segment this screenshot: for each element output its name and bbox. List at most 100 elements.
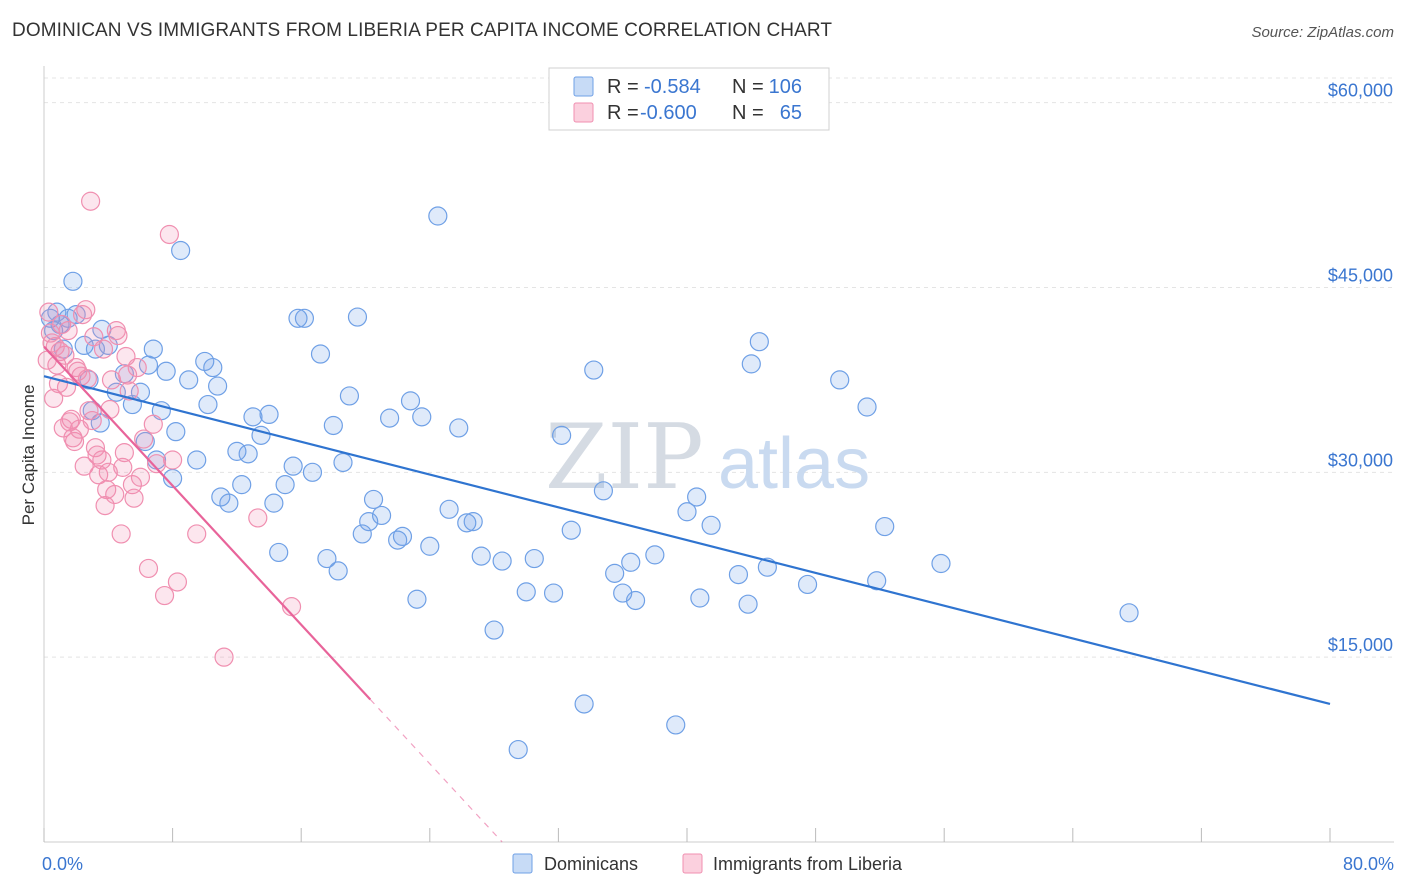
point-liberia (93, 339, 114, 359)
chart-source: Source: ZipAtlas.com (1251, 24, 1394, 41)
point-liberia (159, 224, 179, 245)
bottom-legend-swatch-dominicans (512, 853, 533, 874)
point-dominicans (484, 620, 504, 640)
point-liberia (95, 495, 115, 516)
point-liberia (130, 467, 151, 487)
point-dominicans (741, 354, 761, 374)
legend-top: R = -0.584 N = 106 R = -0.600 N = 65 (548, 67, 830, 131)
point-liberia (58, 321, 78, 341)
point-dominicans (232, 475, 252, 495)
legend-r-label-1: R = (607, 76, 639, 98)
point-dominicans (323, 415, 343, 436)
point-liberia (119, 381, 139, 401)
point-dominicans (574, 694, 594, 714)
point-dominicans (543, 583, 564, 603)
point-dominicans (294, 308, 315, 328)
trend-line-liberia (43, 345, 372, 701)
data-points (37, 191, 1139, 760)
point-liberia (87, 445, 107, 465)
trend-lines (43, 345, 1331, 843)
point-liberia (81, 191, 101, 211)
point-liberia (68, 361, 88, 381)
point-dominicans (412, 407, 432, 427)
bottom-legend-swatch-liberia (682, 853, 703, 874)
point-dominicans (243, 407, 263, 427)
point-dominicans (208, 376, 228, 396)
point-liberia (97, 479, 117, 500)
point-dominicans (492, 551, 512, 571)
point-dominicans (143, 339, 163, 359)
point-liberia (60, 412, 80, 432)
point-liberia (82, 410, 102, 431)
point-liberia (113, 457, 133, 477)
point-dominicans (283, 456, 303, 476)
point-dominicans (407, 589, 427, 609)
point-liberia (163, 450, 183, 470)
point-liberia (98, 462, 118, 482)
point-dominicans (625, 590, 646, 611)
point-liberia (214, 647, 234, 667)
point-dominicans (179, 370, 199, 390)
point-liberia (74, 456, 94, 476)
y-tick-labels: $15,000 $30,000 $45,000 $60,000 (1328, 81, 1393, 656)
legend-n-value-2: 65 (780, 102, 802, 124)
point-dominicans (524, 548, 544, 569)
point-dominicans (227, 441, 247, 461)
point-liberia (85, 438, 106, 458)
point-dominicans (690, 588, 710, 608)
point-liberia (187, 524, 207, 544)
point-dominicans (264, 493, 284, 513)
point-dominicans (463, 512, 483, 532)
point-liberia (106, 321, 126, 341)
point-dominicans (333, 452, 353, 473)
point-liberia (114, 443, 134, 463)
point-dominicans (317, 548, 337, 569)
point-dominicans (428, 206, 448, 226)
point-dominicans (561, 520, 581, 540)
point-liberia (248, 508, 268, 528)
point-dominicans (171, 240, 191, 261)
point-liberia (124, 488, 144, 508)
point-dominicans (339, 386, 360, 406)
point-liberia (101, 370, 122, 390)
point-dominicans (371, 505, 392, 526)
legend-n-label-1: N = (732, 76, 764, 98)
point-dominicans (593, 481, 614, 501)
point-dominicans (687, 487, 707, 507)
point-dominicans (471, 546, 491, 566)
point-liberia (143, 414, 163, 434)
point-dominicans (352, 524, 372, 544)
y-tick-label: $30,000 (1328, 450, 1393, 470)
legend-bottom: Dominicans Immigrants from Liberia (512, 853, 903, 874)
legend-swatch-dominicans (573, 76, 594, 97)
point-dominicans (269, 542, 289, 563)
legend-n-value-1: 106 (769, 76, 802, 98)
point-liberia (154, 585, 175, 606)
point-dominicans (138, 355, 159, 375)
y-tick-label: $15,000 (1328, 635, 1393, 655)
point-liberia (117, 365, 138, 385)
trend-line-dominicans (43, 375, 1331, 706)
point-dominicans (728, 564, 749, 585)
point-dominicans (857, 397, 877, 417)
y-axis-title: Per Capita Income (19, 385, 38, 526)
point-dominicans (867, 571, 887, 591)
point-dominicans (508, 739, 528, 760)
point-dominicans (203, 357, 223, 378)
point-dominicans (85, 339, 106, 359)
point-dominicans (63, 271, 83, 291)
legend-swatch-liberia (573, 102, 594, 123)
watermark-zip: ZIP (545, 405, 704, 510)
point-dominicans (166, 422, 186, 442)
point-dominicans (439, 499, 459, 519)
x-tick-label-min: 0.0% (42, 854, 83, 874)
x-tick-label-max: 80.0% (1343, 854, 1394, 874)
y-tick-label: $60,000 (1328, 81, 1393, 101)
point-liberia (72, 304, 93, 325)
point-liberia (44, 388, 64, 408)
point-dominicans (259, 404, 279, 425)
point-dominicans (420, 536, 440, 556)
bottom-legend-label-dominicans: Dominicans (544, 854, 638, 874)
point-dominicans (328, 561, 348, 581)
